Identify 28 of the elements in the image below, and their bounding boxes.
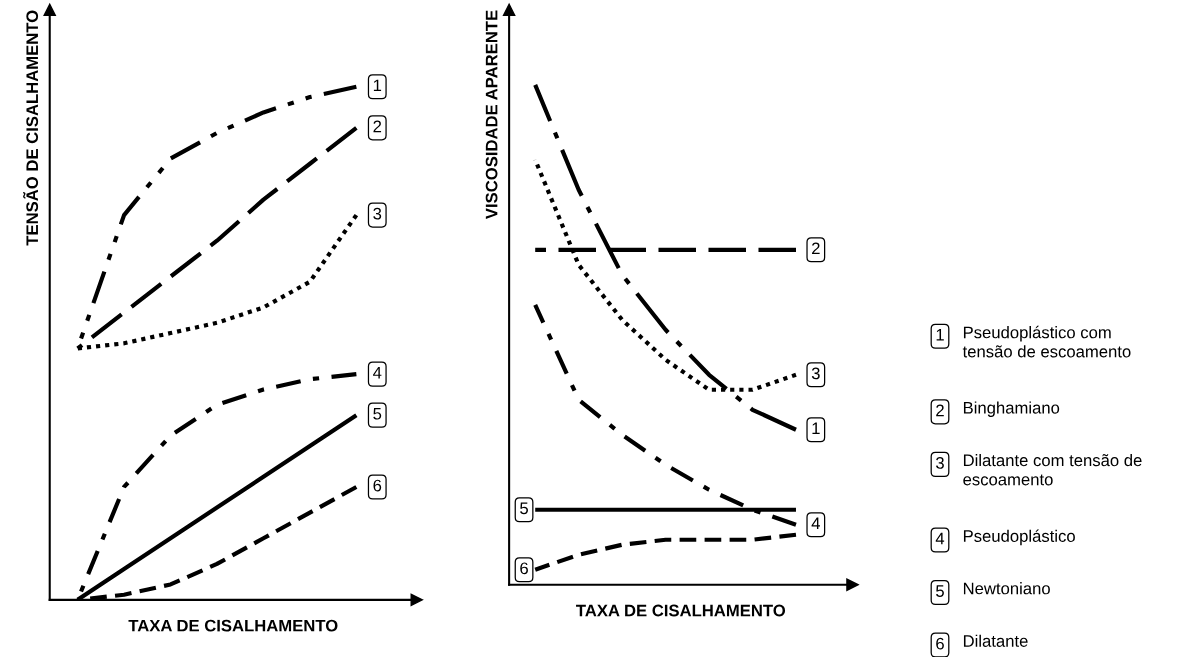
text: Binghamiano bbox=[963, 401, 1060, 417]
series-label: 4 bbox=[373, 366, 382, 379]
series-label: 4 bbox=[811, 517, 820, 530]
series-label: 1 bbox=[812, 422, 820, 435]
x-axis-title: TAXA DE CISALHAMENTO bbox=[128, 619, 338, 632]
text: 6 bbox=[936, 637, 944, 650]
x-axis-title: TAXA DE CISALHAMENTO bbox=[576, 604, 786, 617]
series-label: 1 bbox=[373, 79, 382, 92]
text: 5 bbox=[936, 585, 944, 597]
series-label: 3 bbox=[373, 207, 382, 220]
series-label: 6 bbox=[520, 562, 528, 575]
series-label: 6 bbox=[373, 479, 382, 492]
text: Pseudoplástico com tensão de escoamento bbox=[962, 325, 1131, 358]
series-label: 3 bbox=[811, 367, 820, 380]
text: Dilatante bbox=[963, 634, 1028, 647]
series-label: 5 bbox=[520, 502, 528, 515]
text: 4 bbox=[935, 532, 945, 545]
y-axis-title: TENSÃO DE CISALHAMENTO bbox=[23, 10, 39, 246]
text: 3 bbox=[936, 457, 944, 469]
text: 1 bbox=[936, 329, 944, 341]
y-axis-title: VISCOSIDADE APARENTE bbox=[485, 10, 498, 220]
series-label: 5 bbox=[373, 407, 382, 420]
series-label: 2 bbox=[373, 120, 382, 133]
text: Dilatante com tensão de escoamento bbox=[963, 453, 1142, 486]
series-label: 2 bbox=[812, 242, 820, 255]
text: 2 bbox=[936, 404, 944, 417]
text: Newtoniano bbox=[963, 582, 1050, 595]
text: Pseudoplástico bbox=[963, 529, 1075, 546]
